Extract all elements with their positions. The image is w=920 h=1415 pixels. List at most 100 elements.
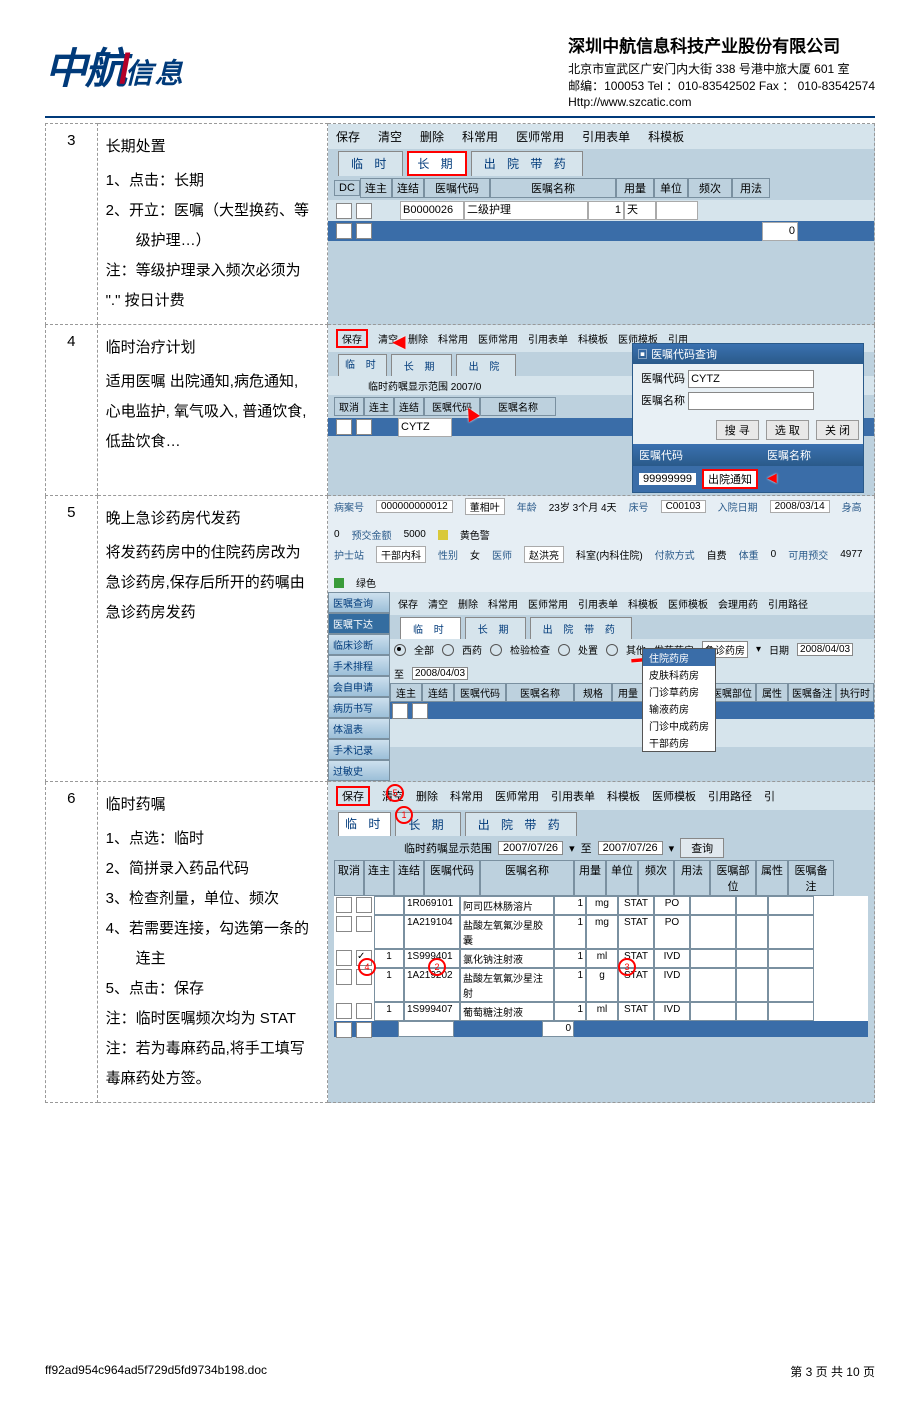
sidebar-item[interactable]: 手术记录 [328, 739, 390, 760]
attr-cell[interactable] [736, 896, 768, 915]
usage-cell[interactable]: IVD [654, 1002, 690, 1021]
doctor-common-button[interactable]: 医师常用 [516, 128, 564, 145]
freq-cell[interactable]: STAT [618, 915, 654, 949]
site-cell[interactable] [690, 949, 736, 968]
qty-cell[interactable]: 1 [588, 201, 624, 220]
unit-cell[interactable]: ml [586, 949, 618, 968]
ref-form-button[interactable]: 引用表单 [528, 331, 568, 346]
date-to[interactable]: 2008/04/03 [412, 667, 468, 680]
query-button[interactable]: 查询 [680, 838, 724, 858]
site-cell[interactable] [690, 968, 736, 1002]
dept-common-button[interactable]: 科常用 [462, 128, 498, 145]
doctor-template-button[interactable]: 医师模板 [652, 788, 696, 804]
cancel-checkbox[interactable] [336, 1022, 352, 1038]
order-name-cell[interactable]: 葡萄糖注射液 [460, 1002, 554, 1021]
delete-button[interactable]: 删除 [420, 128, 444, 145]
link-cell[interactable]: 1 [374, 1002, 404, 1021]
note-cell[interactable] [768, 1002, 814, 1021]
dept-template-button[interactable]: 科模板 [648, 128, 684, 145]
site-cell[interactable] [690, 1002, 736, 1021]
usage-cell[interactable]: IVD [654, 949, 690, 968]
clear-button[interactable]: 清空 [378, 331, 398, 346]
sidebar-item[interactable]: 医嘱查询 [328, 592, 390, 613]
main-checkbox[interactable] [392, 703, 408, 719]
dept-template-button[interactable]: 科模板 [578, 331, 608, 346]
result-row[interactable]: 99999999 出院通知 ◄ [633, 466, 863, 492]
dropdown-item[interactable]: 门诊草药房 [643, 683, 715, 700]
radio-exam[interactable] [490, 644, 502, 656]
sidebar-item[interactable]: 会自申请 [328, 676, 390, 697]
unit-cell[interactable]: 天 [624, 201, 656, 220]
search-button[interactable]: 搜 寻 [716, 420, 759, 440]
ref-path-button[interactable]: 引用路径 [708, 788, 752, 804]
freq-cell[interactable]: STAT [618, 1002, 654, 1021]
tab-discharge[interactable]: 出 院 带 药 [471, 151, 583, 176]
cancel-checkbox[interactable] [336, 916, 352, 932]
cancel-checkbox[interactable] [336, 419, 352, 435]
attr-cell[interactable] [736, 915, 768, 949]
ui3-grid-row-selected[interactable]: 0 [328, 221, 874, 241]
qty-cell[interactable]: 1 [554, 896, 586, 915]
date-from-input[interactable]: 2007/07/26 [498, 841, 563, 855]
attr-cell[interactable] [736, 949, 768, 968]
site-cell[interactable] [690, 896, 736, 915]
cancel-checkbox[interactable] [336, 950, 352, 966]
doctor-template-button[interactable]: 医师模板 [668, 596, 708, 611]
dept-template-button[interactable]: 科模板 [628, 596, 658, 611]
tab-temp[interactable]: 临 时 [400, 617, 461, 639]
order-name-cell[interactable]: 氯化钠注射液 [460, 949, 554, 968]
main-checkbox[interactable] [356, 897, 372, 913]
delete-button[interactable]: 删除 [458, 596, 478, 611]
link-cell[interactable]: 1 [374, 968, 404, 1002]
pharmacy-dropdown[interactable]: 住院药房 皮肤科药房 门诊草药房 输液药房 门诊中成药房 干部药房 [642, 648, 716, 752]
tab-long[interactable]: 长 期 [407, 151, 466, 176]
ref-form-button[interactable]: 引用表单 [582, 128, 630, 145]
dept-template-button[interactable]: 科模板 [607, 788, 640, 804]
main-checkbox[interactable] [356, 419, 372, 435]
unit-cell[interactable]: mg [586, 915, 618, 949]
dropdown-item[interactable]: 输液药房 [643, 700, 715, 717]
cancel-checkbox[interactable] [336, 1003, 352, 1019]
grid-row[interactable]: 1A219104盐酸左氧氟沙星胶囊1mgSTATPO [334, 915, 868, 949]
rational-drug-button[interactable]: 会理用药 [718, 596, 758, 611]
close-button[interactable]: 关 闭 [816, 420, 859, 440]
radio-treat[interactable] [558, 644, 570, 656]
order-code-cell[interactable]: B0000026 [400, 201, 464, 220]
main-checkbox[interactable] [356, 203, 372, 219]
unit-cell[interactable]: mg [586, 896, 618, 915]
note-cell[interactable] [768, 896, 814, 915]
name-input[interactable] [688, 392, 814, 410]
note-cell[interactable] [768, 949, 814, 968]
usage-cell[interactable]: PO [654, 915, 690, 949]
clear-button[interactable]: 清空 [428, 596, 448, 611]
main-checkbox[interactable] [356, 1022, 372, 1038]
freq-cell[interactable] [656, 201, 698, 220]
link-cell[interactable] [374, 896, 404, 915]
grid-row[interactable]: ✓11S999401氯化钠注射液1mlSTATIVD [334, 949, 868, 968]
cancel-checkbox[interactable] [336, 897, 352, 913]
sidebar-item[interactable]: 体温表 [328, 718, 390, 739]
dept-common-button[interactable]: 科常用 [450, 788, 483, 804]
tab-temp[interactable]: 临 时 [338, 151, 403, 176]
usage-cell[interactable]: IVD [654, 968, 690, 1002]
ui5-grid-row[interactable] [390, 702, 874, 719]
qty-cell[interactable]: 1 [554, 915, 586, 949]
radio-all[interactable] [394, 644, 406, 656]
qty-cell[interactable]: 1 [554, 949, 586, 968]
site-cell[interactable] [690, 915, 736, 949]
attr-cell[interactable] [736, 1002, 768, 1021]
tab-temp[interactable]: 临 时 [338, 812, 391, 836]
delete-button[interactable]: 删除 [416, 788, 438, 804]
tab-discharge[interactable]: 出 院 [456, 354, 517, 376]
order-name-cell[interactable]: 盐酸左氧氟沙星注射 [460, 968, 554, 1002]
main-checkbox[interactable] [356, 223, 372, 239]
note-cell[interactable] [768, 968, 814, 1002]
order-code-cell[interactable]: 1A219104 [404, 915, 460, 949]
dc-checkbox[interactable] [336, 223, 352, 239]
unit-cell[interactable]: g [586, 968, 618, 1002]
qty-cell[interactable]: 1 [554, 1002, 586, 1021]
dc-checkbox[interactable] [336, 203, 352, 219]
dept-common-button[interactable]: 科常用 [438, 331, 468, 346]
ref-button[interactable]: 引 [764, 788, 775, 804]
select-button[interactable]: 选 取 [766, 420, 809, 440]
